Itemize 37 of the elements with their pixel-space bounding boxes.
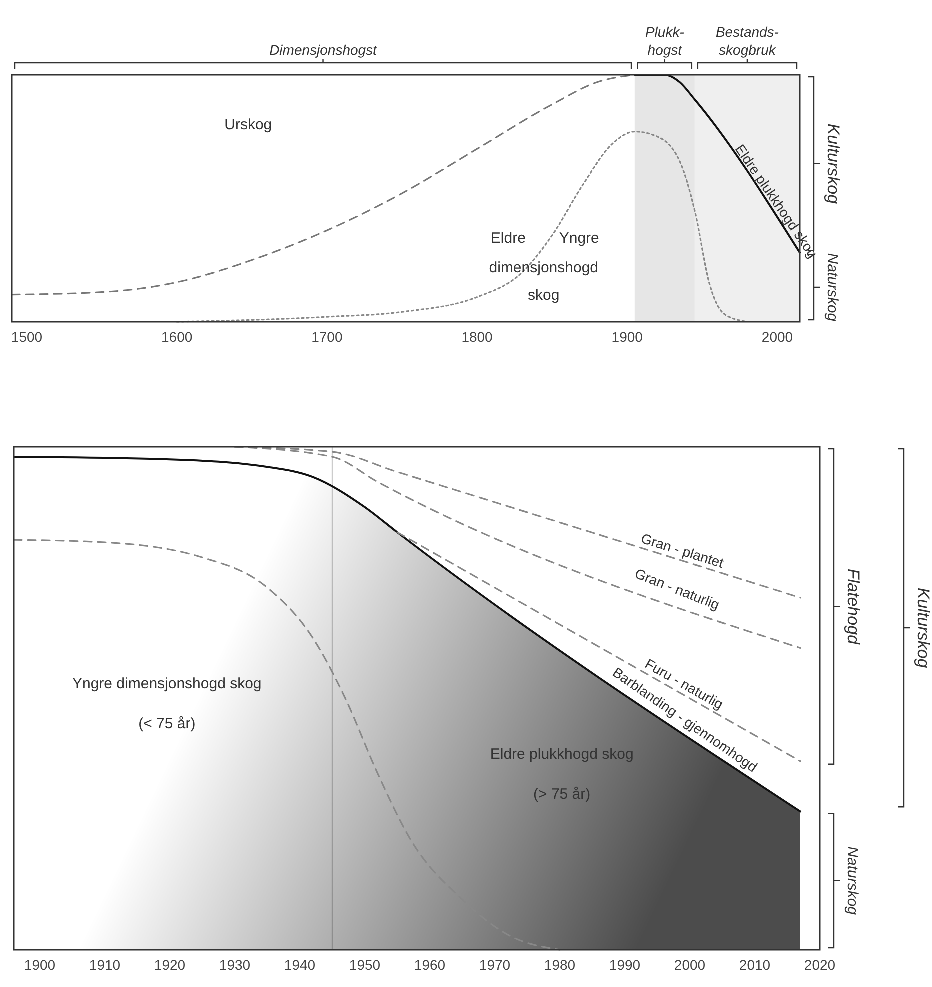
annotation: dimensjonshogd — [489, 260, 599, 277]
x-tick-label: 1980 — [544, 957, 576, 973]
x-tick-label: 1940 — [284, 957, 316, 973]
x-tick-label: 1950 — [349, 957, 381, 973]
x-tick-label: 1930 — [219, 957, 251, 973]
x-tick-label: 1800 — [462, 329, 494, 345]
text: Naturskog — [844, 846, 861, 916]
annotation: Eldre plukkhogd skog — [490, 746, 634, 763]
text: Kulturskog — [824, 124, 843, 205]
x-tick-label: 2000 — [674, 957, 706, 973]
x-tick-label: 1970 — [479, 957, 511, 973]
text: Flatehogd — [844, 568, 863, 646]
annotation: Yngre — [559, 230, 600, 247]
x-tick-label: 1700 — [312, 329, 343, 345]
x-tick-label: 2010 — [739, 957, 771, 973]
band-label: Plukk- hogst — [645, 24, 685, 58]
x-tick-label: 1600 — [162, 329, 193, 345]
annotation: (> 75 år) — [534, 786, 591, 804]
x-tick-label: 1910 — [89, 957, 121, 973]
text: Kulturskog — [914, 588, 932, 669]
annotation: Yngre dimensjonshogd skog — [72, 675, 262, 692]
annotation: (< 75 år) — [138, 716, 196, 733]
x-tick-label: 1500 — [11, 329, 43, 345]
text: Naturskog — [824, 253, 841, 322]
x-tick-label: 1990 — [609, 957, 641, 973]
annotation: Eldre — [490, 230, 526, 247]
x-tick-label: 1900 — [612, 329, 644, 345]
text: Gran - plantet — [639, 530, 726, 572]
x-tick-label: 2020 — [804, 957, 836, 973]
x-tick-label: 1960 — [414, 957, 446, 973]
annotation: skog — [528, 286, 560, 304]
text: Dimensjonshogst — [270, 42, 378, 58]
band-label: Bestands- skogbruk — [716, 24, 780, 58]
x-tick-label: 2000 — [762, 329, 794, 345]
x-tick-label: 1900 — [24, 957, 56, 973]
annotation: Urskog — [224, 116, 272, 134]
x-tick-label: 1920 — [154, 957, 186, 973]
